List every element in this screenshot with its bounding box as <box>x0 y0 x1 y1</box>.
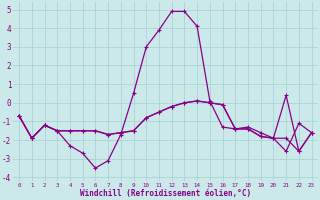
X-axis label: Windchill (Refroidissement éolien,°C): Windchill (Refroidissement éolien,°C) <box>80 189 251 198</box>
